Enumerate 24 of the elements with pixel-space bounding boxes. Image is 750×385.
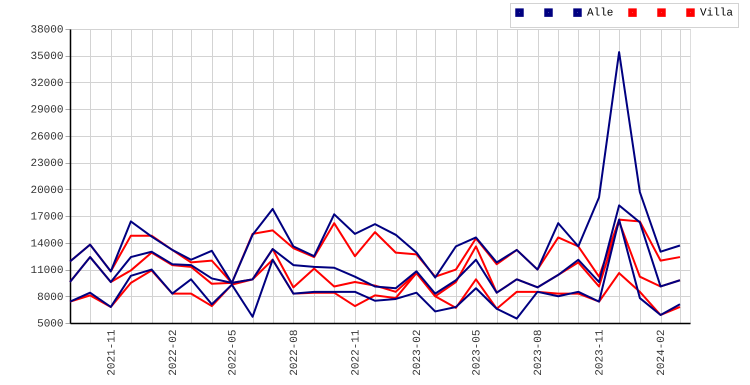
- x-tick-label: 2022-05: [227, 330, 240, 376]
- y-tick-label: 11000: [30, 265, 64, 278]
- y-tick-label: 17000: [30, 212, 64, 224]
- x-tick-label: 2022-02: [168, 330, 180, 376]
- x-tick-label: 2023-11: [594, 329, 607, 376]
- y-tick-label: 26000: [30, 131, 64, 144]
- x-tick-label: 2023-02: [412, 330, 424, 376]
- legend-label: Villa: [700, 8, 734, 20]
- x-tick-label: 2023-05: [471, 330, 484, 376]
- x-tick-label: 2023-08: [533, 330, 546, 376]
- y-tick-label: 23000: [30, 158, 64, 170]
- x-tick-label: 2021-11: [106, 329, 118, 376]
- y-tick-label: 14000: [30, 238, 64, 250]
- x-tick-label: 2022-11: [350, 329, 362, 376]
- legend-label: Alle: [587, 8, 614, 20]
- x-tick-label: 2022-08: [288, 330, 301, 376]
- y-tick-label: 20000: [30, 184, 64, 197]
- y-tick-label: 29000: [30, 104, 64, 117]
- y-tick-label: 35000: [30, 51, 64, 64]
- y-tick-label: 8000: [37, 292, 64, 304]
- y-tick-label: 38000: [30, 24, 64, 36]
- y-tick-label: 32000: [30, 78, 64, 90]
- y-tick-label: 5000: [37, 318, 64, 330]
- x-tick-label: 2024-02: [656, 330, 668, 376]
